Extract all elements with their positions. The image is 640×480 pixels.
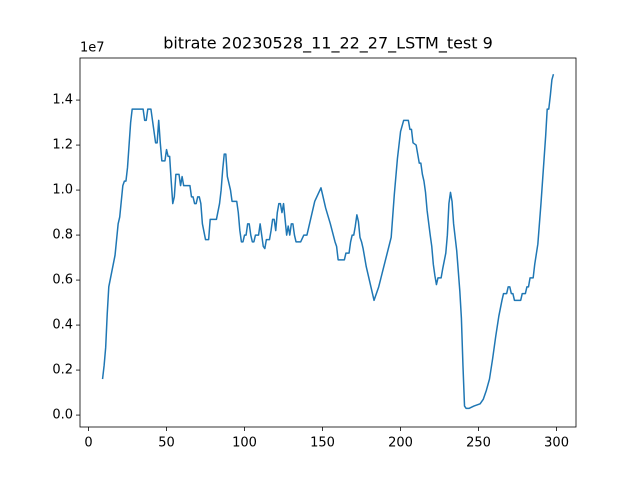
y-tick-label: 0.2 — [52, 363, 73, 378]
plot-frame — [79, 57, 577, 428]
x-tick-label: 200 — [388, 436, 413, 451]
offset-label: 1e7 — [80, 41, 105, 56]
x-tick-label: 100 — [232, 436, 257, 451]
y-tick-label: 0.8 — [52, 228, 73, 243]
x-tick-label: 250 — [466, 436, 491, 451]
x-tick-label: 0 — [84, 436, 92, 451]
x-tick-label: 150 — [310, 436, 335, 451]
x-tick-label: 50 — [158, 436, 175, 451]
y-tick-label: 1.2 — [52, 138, 73, 153]
y-tick-label: 1.0 — [52, 183, 73, 198]
x-tick-label: 300 — [544, 436, 569, 451]
data-line — [101, 73, 555, 410]
chart-title: bitrate 20230528_11_22_27_LSTM_test 9 — [163, 34, 493, 54]
y-tick-label: 1.4 — [52, 93, 73, 108]
y-tick-label: 0.4 — [52, 318, 73, 333]
y-tick-label: 0.0 — [52, 408, 73, 423]
y-tick-label: 0.6 — [52, 273, 73, 288]
